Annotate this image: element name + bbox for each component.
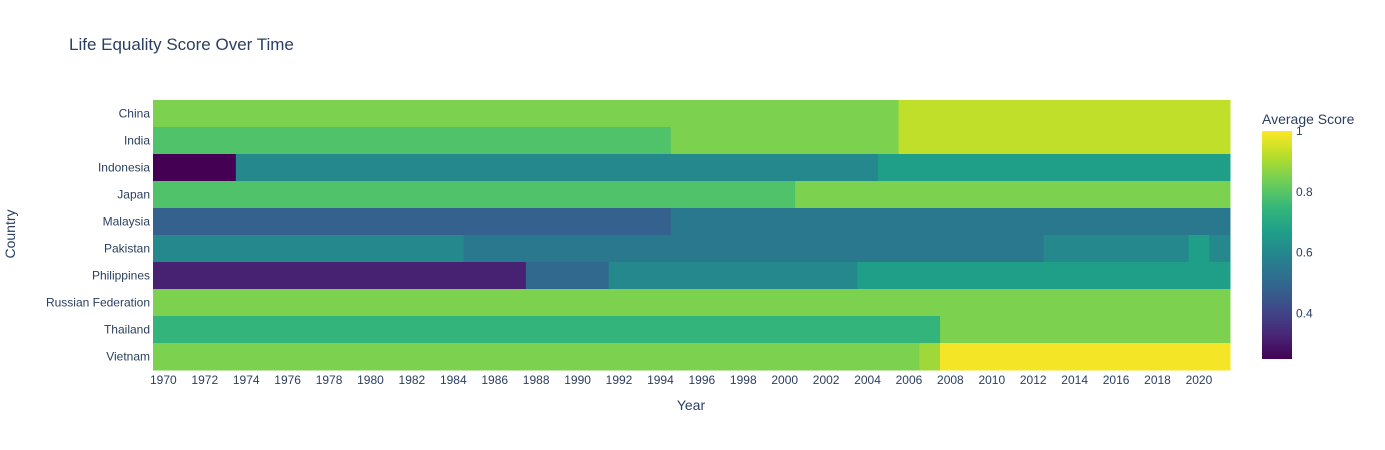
heatmap-cell	[1188, 235, 1210, 263]
x-tick-label: 1992	[606, 373, 633, 387]
x-tick-label: 1994	[647, 373, 674, 387]
x-axis-title: Year	[677, 397, 706, 413]
y-axis-title: Country	[2, 209, 18, 258]
colorbar-tick-label: 0.6	[1296, 246, 1313, 260]
y-tick-label: Indonesia	[98, 161, 150, 175]
x-tick-label: 2000	[771, 373, 798, 387]
x-tick-label: 2014	[1061, 373, 1088, 387]
colorbar-ticks: 0.4 0.6 0.8 1	[1296, 124, 1313, 320]
heatmap-cell	[153, 316, 941, 344]
x-tick-label: 1982	[399, 373, 426, 387]
colorbar-tick-label: 1	[1296, 124, 1303, 138]
y-tick-label: Russian Federation	[46, 296, 150, 310]
y-axis-ticks: China India Indonesia Japan Malaysia Pakistan…	[46, 107, 150, 364]
x-tick-label: 1980	[357, 373, 384, 387]
y-tick-label: Vietnam	[106, 350, 150, 364]
heatmap-cell	[670, 208, 1231, 236]
x-tick-label: 1998	[730, 373, 757, 387]
colorbar-tick-label: 0.8	[1296, 185, 1313, 199]
heatmap-cell	[463, 235, 1045, 263]
chart-title: Life Equality Score Over Time	[69, 35, 294, 54]
y-tick-label: Philippines	[92, 269, 150, 283]
heatmap-cell	[940, 343, 1231, 371]
colorbar-tick-label: 0.4	[1296, 306, 1313, 320]
heatmap-cell	[153, 343, 920, 371]
x-tick-label: 2008	[937, 373, 964, 387]
colorbar-title: Average Score	[1262, 111, 1355, 127]
x-tick-label: 2006	[896, 373, 923, 387]
heatmap-cell	[898, 100, 1231, 128]
x-tick-label: 2016	[1103, 373, 1130, 387]
heatmap-cell	[153, 127, 672, 155]
x-tick-label: 1972	[191, 373, 218, 387]
x-tick-label: 2010	[978, 373, 1005, 387]
heatmap-cell	[919, 343, 941, 371]
heatmap-cell	[877, 154, 1231, 182]
x-tick-label: 1988	[523, 373, 550, 387]
x-tick-label: 1978	[316, 373, 343, 387]
heatmap-cell	[857, 262, 1231, 290]
heatmap-cell	[940, 316, 1231, 344]
heatmap-cell	[153, 289, 1231, 317]
heatmap-cell	[153, 235, 465, 263]
y-tick-label: Pakistan	[104, 242, 150, 256]
heatmap-cell	[898, 127, 1231, 155]
heatmap-cells	[153, 100, 1231, 371]
heatmap-cell	[153, 262, 527, 290]
heatmap-cell	[235, 154, 879, 182]
y-tick-label: Thailand	[104, 323, 150, 337]
heatmap-cell	[153, 100, 900, 128]
x-tick-label: 1974	[233, 373, 260, 387]
x-axis-ticks: 1970 1972 1974 1976 1978 1980 1982 1984 1986 1988…	[150, 373, 1213, 387]
heatmap-cell	[153, 181, 796, 209]
x-tick-label: 2020	[1186, 373, 1213, 387]
heatmap-cell	[153, 154, 237, 182]
x-tick-label: 1986	[481, 373, 508, 387]
heatmap-cell	[1209, 235, 1231, 263]
colorbar-gradient	[1262, 131, 1292, 359]
x-tick-label: 1984	[440, 373, 467, 387]
y-tick-label: Malaysia	[103, 215, 151, 229]
x-tick-label: 1990	[564, 373, 591, 387]
heatmap-cell	[795, 181, 1231, 209]
heatmap-cell	[608, 262, 858, 290]
x-tick-label: 2004	[854, 373, 881, 387]
y-tick-label: China	[119, 107, 151, 121]
heatmap-cell	[1043, 235, 1190, 263]
x-tick-label: 2018	[1144, 373, 1171, 387]
x-tick-label: 2002	[813, 373, 840, 387]
heatmap-cell	[525, 262, 610, 290]
x-tick-label: 1976	[274, 373, 301, 387]
y-tick-label: Japan	[117, 188, 150, 202]
y-tick-label: India	[124, 134, 150, 148]
x-tick-label: 1996	[689, 373, 716, 387]
colorbar: Average Score 0.4 0.6 0.8 1	[1262, 111, 1355, 359]
heatmap-cell	[670, 127, 900, 155]
heatmap-cell	[153, 208, 672, 236]
x-tick-label: 1970	[150, 373, 177, 387]
x-tick-label: 2012	[1020, 373, 1047, 387]
